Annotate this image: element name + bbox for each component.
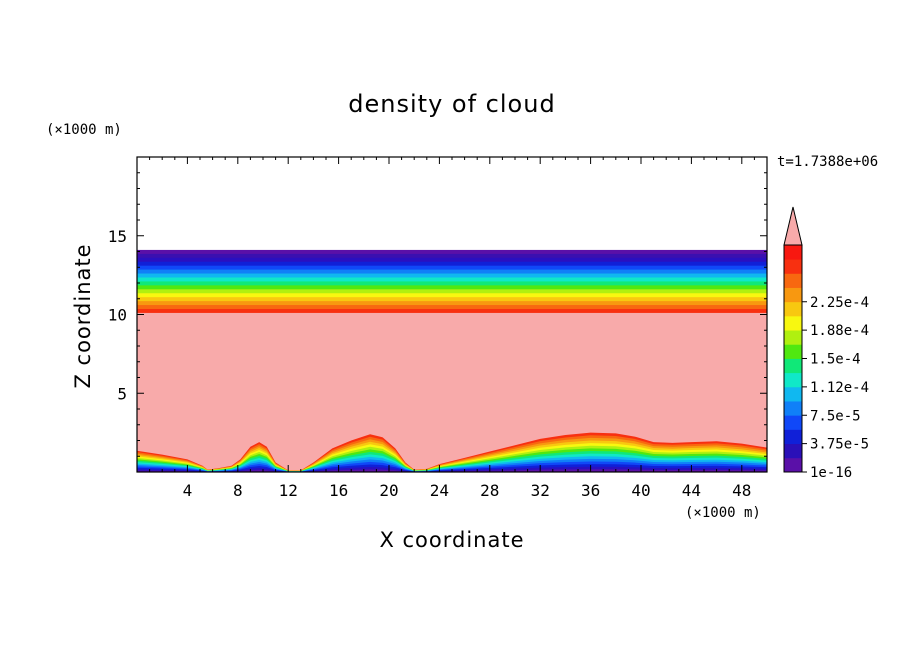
- colorbar-swatch: [784, 273, 802, 288]
- colorbar-swatch: [784, 401, 802, 416]
- x-tick-label: 44: [682, 481, 701, 500]
- x-tick-label: 12: [279, 481, 298, 500]
- upper-band: [137, 253, 767, 259]
- colorbar-label: 2.25e-4: [810, 295, 869, 311]
- upper-band: [137, 281, 767, 286]
- lower-layer: [137, 469, 767, 472]
- upper-band: [137, 249, 767, 255]
- upper-band: [137, 261, 767, 267]
- colorbar-label: 1e-16: [810, 465, 852, 481]
- upper-band: [137, 305, 767, 310]
- x-tick-label: 8: [233, 481, 243, 500]
- colorbar-label: 3.75e-5: [810, 437, 869, 453]
- x-tick-label: 20: [379, 481, 398, 500]
- colorbar-swatch: [784, 315, 802, 331]
- colorbar: 1e-16 3.75e-5 7.5e-5 1.12e-4 1.5e-4 1.88e-4 2.…: [783, 206, 869, 481]
- x-tick-label: 24: [430, 481, 449, 500]
- time-label: t=1.7388e+06: [777, 154, 878, 170]
- colorbar-swatch: [784, 372, 802, 388]
- upper-band: [137, 301, 767, 306]
- colorbar-over-arrow: [783, 206, 803, 246]
- x-tick-label: 16: [329, 481, 348, 500]
- colorbar-swatch: [784, 358, 802, 374]
- upper-band: [137, 273, 767, 279]
- x-tick-label: 4: [183, 481, 193, 500]
- x-tick-label: 48: [732, 481, 751, 500]
- colorbar-swatch: [784, 287, 802, 303]
- upper-band: [137, 277, 767, 283]
- x-tick-label: 40: [631, 481, 650, 500]
- x-tick-label: 32: [531, 481, 550, 500]
- colorbar-swatch: [784, 330, 802, 345]
- upper-band: [137, 257, 767, 263]
- y-tick-label: 10: [108, 306, 127, 325]
- x-tick-label: 36: [581, 481, 600, 500]
- x-unit-label: (×1000 m): [685, 505, 761, 521]
- upper-band: [137, 308, 767, 314]
- colorbar-label: 1.12e-4: [810, 380, 869, 396]
- colorbar-swatch: [784, 415, 802, 430]
- upper-band: [137, 293, 767, 298]
- colorbar-label: 1.88e-4: [810, 323, 869, 339]
- colorbar-swatch: [784, 259, 802, 274]
- y-tick-label: 15: [108, 227, 127, 246]
- y-tick-label: 5: [117, 384, 127, 403]
- colorbar-swatch: [784, 457, 802, 473]
- colorbar-swatch: [784, 245, 802, 260]
- density-field: [137, 249, 767, 472]
- colorbar-swatch: [784, 344, 802, 359]
- y-unit-label: (×1000 m): [46, 122, 122, 138]
- chart-title: density of cloud: [348, 90, 555, 118]
- x-axis-label: X coordinate: [379, 528, 524, 552]
- colorbar-label: 7.5e-5: [810, 408, 861, 424]
- upper-band: [137, 269, 767, 275]
- y-axis-label: Z coordinate: [71, 243, 95, 388]
- colorbar-swatch: [784, 301, 802, 317]
- colorbar-swatch: [784, 429, 802, 445]
- x-tick-label: 28: [480, 481, 499, 500]
- upper-band: [137, 285, 767, 290]
- upper-band: [137, 289, 767, 294]
- colorbar-label: 1.5e-4: [810, 352, 861, 368]
- colorbar-swatch: [784, 386, 802, 402]
- upper-band: [137, 265, 767, 271]
- colorbar-swatch: [784, 443, 802, 459]
- upper-band: [137, 297, 767, 302]
